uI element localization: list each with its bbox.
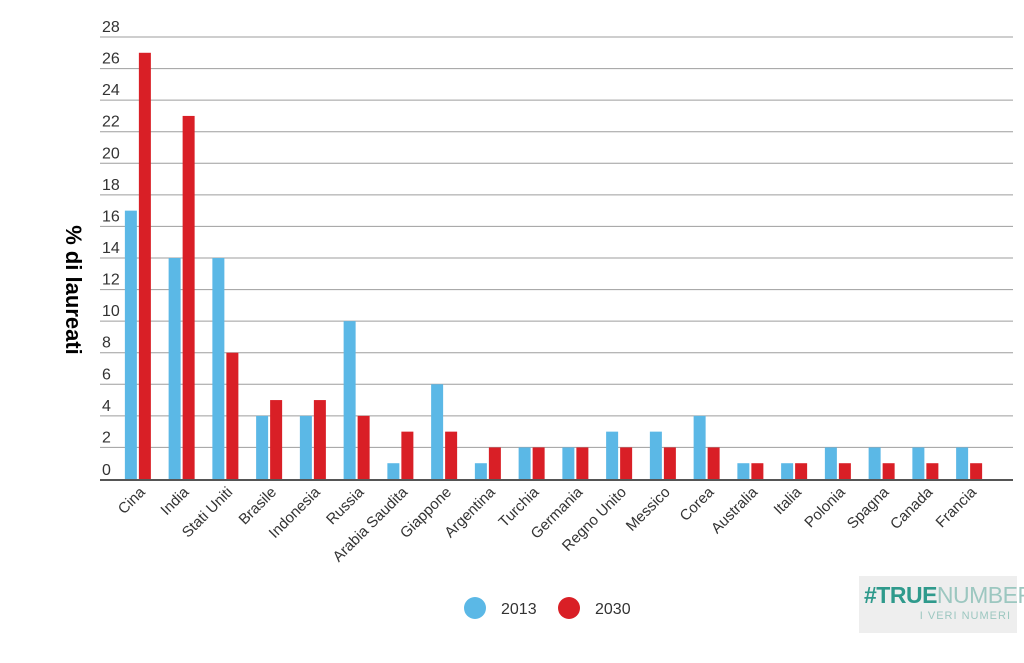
logo-hash: # [864, 582, 877, 608]
y-tick-label: 18 [102, 177, 120, 194]
bar-2030-polonia [838, 463, 851, 479]
bar-2013-brasile [256, 415, 269, 479]
x-tick-label: Cina [115, 483, 149, 517]
bar-2030-francia [970, 463, 983, 479]
bar-2013-indonesia [299, 415, 312, 479]
bar-2030-arabia-saudita [401, 431, 414, 479]
bar-2030-russia [357, 415, 370, 479]
bar-2013-india [168, 258, 181, 479]
y-tick-label: 14 [102, 240, 120, 257]
x-tick-label: Australia [708, 483, 762, 537]
bar-2030-germania [576, 447, 589, 479]
bar-2013-germania [562, 447, 575, 479]
y-tick-label: 10 [102, 303, 120, 320]
logo-light-text: NUMBERS [936, 582, 1024, 608]
y-tick-label: 20 [102, 145, 120, 162]
y-tick-label: 12 [102, 272, 120, 289]
x-tick-label: Messico [623, 484, 674, 535]
y-tick-label: 8 [102, 335, 111, 352]
y-tick-label: 22 [102, 114, 120, 131]
y-tick-label: 6 [102, 366, 111, 383]
bar-2013-arabia-saudita [387, 463, 400, 479]
x-tick-label: Arabia Saudita [330, 483, 412, 565]
bar-2030-corea [707, 447, 720, 479]
bar-2013-australia [737, 463, 750, 479]
bar-2030-messico [663, 447, 676, 479]
bar-2013-giappone [431, 384, 444, 479]
bar-2013-corea [693, 415, 706, 479]
y-tick-label: 16 [102, 208, 120, 225]
logo-tagline: I VERI NUMERI [919, 610, 1011, 622]
logo-bold-text: TRUE [876, 582, 937, 608]
bar-2013-italia [781, 463, 794, 479]
legend-marker-2030 [558, 597, 580, 619]
bar-2013-russia [343, 321, 356, 479]
logo-wordmark: #TRUENUMBERS [864, 582, 1024, 609]
bar-2030-spagna [882, 463, 895, 479]
x-tick-label: Corea [677, 483, 718, 524]
bar-2030-italia [795, 463, 808, 479]
legend-label-2013: 2013 [501, 601, 537, 618]
bar-2030-stati-uniti [226, 352, 239, 479]
y-tick-label: 4 [102, 398, 111, 415]
x-tick-label: India [157, 483, 192, 518]
legend: 2013 2030 [464, 597, 631, 619]
x-tick-label: Polonia [801, 483, 849, 531]
bar-2030-india [182, 115, 195, 479]
y-tick-label: 28 [102, 19, 120, 36]
bar-2030-cina [138, 52, 151, 480]
bar-2030-canada [926, 463, 939, 479]
bar-2013-spagna [868, 447, 881, 479]
bar-2013-polonia [824, 447, 837, 479]
bar-2030-australia [751, 463, 764, 479]
bars [124, 52, 983, 480]
y-axis-label: % di laureati [61, 225, 86, 355]
y-tick-label: 0 [102, 462, 111, 479]
bar-2030-giappone [445, 431, 458, 479]
bar-2030-argentina [488, 447, 501, 479]
bar-2013-francia [956, 447, 969, 479]
y-tick-label: 24 [102, 82, 120, 99]
x-tick-label: Francia [933, 483, 981, 531]
bar-2030-brasile [270, 400, 283, 479]
x-tick-label: Spagna [844, 483, 893, 532]
legend-marker-2013 [464, 597, 486, 619]
x-tick-label: Italia [771, 483, 806, 518]
truenumbers-logo: #TRUENUMBERS I VERI NUMERI [859, 576, 1024, 633]
bar-2030-regno-unito [620, 447, 633, 479]
x-tick-label: Canada [887, 483, 937, 533]
bar-2013-argentina [474, 463, 487, 479]
bar-2013-canada [912, 447, 925, 479]
bar-2013-messico [649, 431, 662, 479]
bar-2013-turchia [518, 447, 531, 479]
bar-2013-stati-uniti [212, 258, 225, 479]
bar-2030-turchia [532, 447, 545, 479]
bar-2030-indonesia [313, 400, 326, 479]
bar-2013-regno-unito [606, 431, 619, 479]
y-tick-label: 26 [102, 51, 120, 68]
legend-label-2030: 2030 [595, 601, 631, 618]
grid-lines [100, 36, 1013, 448]
bar-2013-cina [124, 210, 137, 479]
y-tick-label: 2 [102, 429, 111, 446]
